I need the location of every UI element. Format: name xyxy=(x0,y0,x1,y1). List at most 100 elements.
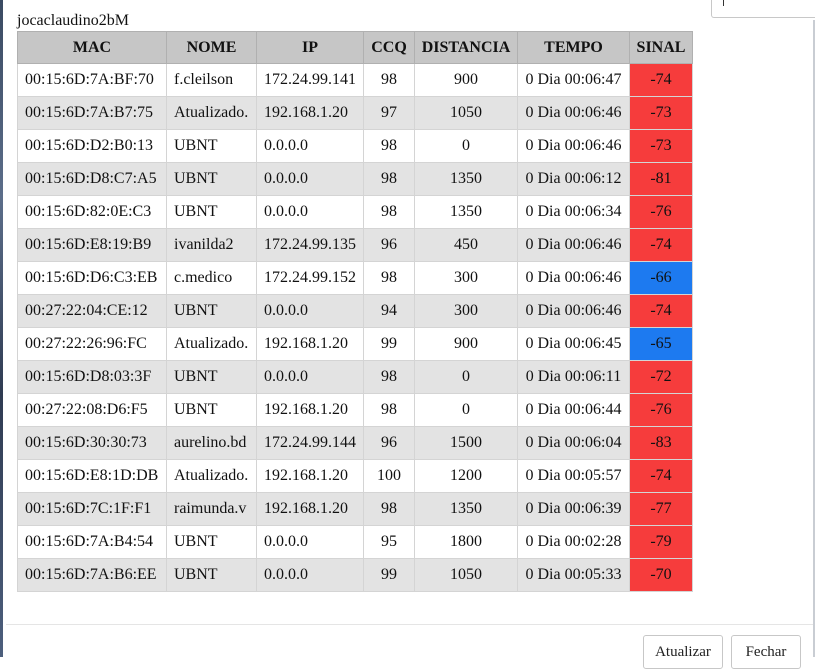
background-page-edge xyxy=(0,0,3,657)
cell-tempo: 0 Dia 00:06:45 xyxy=(517,327,630,361)
header-distancia[interactable]: DISTANCIA xyxy=(414,31,518,64)
table-row[interactable]: 00:15:6D:E8:19:B9 ivanilda2 172.24.99.135 9… xyxy=(17,228,693,262)
cell-sinal: -74 xyxy=(629,294,693,328)
cell-tempo: 0 Dia 00:06:47 xyxy=(517,63,630,97)
table-row[interactable]: 00:15:6D:7A:B7:75 Atualizado. 192.168.1.20… xyxy=(17,96,693,130)
table-row[interactable]: 00:15:6D:D8:03:3F UBNT 0.0.0.0 98 0 0 Dia 00:… xyxy=(17,360,693,394)
cell-tempo: 0 Dia 00:06:44 xyxy=(517,393,630,427)
cell-mac: 00:27:22:26:96:FC xyxy=(17,327,167,361)
cell-sinal: -74 xyxy=(629,63,693,97)
cell-distancia: 300 xyxy=(414,294,518,328)
cell-ip: 0.0.0.0 xyxy=(256,195,364,229)
cell-mac: 00:15:6D:E8:1D:DB xyxy=(17,459,167,493)
cell-ip: 172.24.99.141 xyxy=(256,63,364,97)
cell-mac: 00:15:6D:82:0E:C3 xyxy=(17,195,167,229)
cell-sinal: -66 xyxy=(629,261,693,295)
cell-ip: 0.0.0.0 xyxy=(256,129,364,163)
text-caret xyxy=(723,0,724,6)
cell-ip: 172.24.99.144 xyxy=(256,426,364,460)
cell-distancia: 1350 xyxy=(414,195,518,229)
cell-ccq: 98 xyxy=(363,129,415,163)
cell-mac: 00:15:6D:7A:B6:EE xyxy=(17,558,167,592)
cell-ccq: 95 xyxy=(363,525,415,559)
cell-tempo: 0 Dia 00:06:46 xyxy=(517,129,630,163)
refresh-button[interactable]: Atualizar xyxy=(643,635,723,669)
cell-ip: 172.24.99.135 xyxy=(256,228,364,262)
cell-sinal: -70 xyxy=(629,558,693,592)
table-row[interactable]: 00:15:6D:82:0E:C3 UBNT 0.0.0.0 98 1350 0 Dia … xyxy=(17,195,693,229)
cell-ccq: 99 xyxy=(363,558,415,592)
cell-tempo: 0 Dia 00:05:57 xyxy=(517,459,630,493)
table-row[interactable]: 00:15:6D:E8:1D:DB Atualizado. 192.168.1.20… xyxy=(17,459,693,493)
cell-tempo: 0 Dia 00:02:28 xyxy=(517,525,630,559)
cell-distancia: 1350 xyxy=(414,492,518,526)
cell-mac: 00:15:6D:7A:B4:54 xyxy=(17,525,167,559)
cell-nome: UBNT xyxy=(166,360,257,394)
cell-ip: 0.0.0.0 xyxy=(256,360,364,394)
cell-sinal: -76 xyxy=(629,393,693,427)
cell-mac: 00:15:6D:D8:03:3F xyxy=(17,360,167,394)
signal-dialog: jocaclaudino2bM MAC NOME IP CCQ DISTANCI… xyxy=(3,0,815,669)
cell-nome: UBNT xyxy=(166,195,257,229)
table-row[interactable]: 00:15:6D:D2:B0:13 UBNT 0.0.0.0 98 0 0 Dia 00:… xyxy=(17,129,693,163)
cell-mac: 00:15:6D:D8:C7:A5 xyxy=(17,162,167,196)
cell-tempo: 0 Dia 00:06:46 xyxy=(517,261,630,295)
header-ip[interactable]: IP xyxy=(256,31,364,64)
cell-ccq: 98 xyxy=(363,195,415,229)
cell-mac: 00:27:22:08:D6:F5 xyxy=(17,393,167,427)
header-mac[interactable]: MAC xyxy=(17,31,167,64)
header-sinal[interactable]: SINAL xyxy=(629,31,693,64)
cell-tempo: 0 Dia 00:06:34 xyxy=(517,195,630,229)
table-row[interactable]: 00:15:6D:7A:B6:EE UBNT 0.0.0.0 99 1050 0 Dia … xyxy=(17,558,693,592)
cell-nome: UBNT xyxy=(166,525,257,559)
cell-ccq: 96 xyxy=(363,426,415,460)
cell-distancia: 1800 xyxy=(414,525,518,559)
cell-mac: 00:15:6D:D6:C3:EB xyxy=(17,261,167,295)
header-ccq[interactable]: CCQ xyxy=(363,31,415,64)
header-nome[interactable]: NOME xyxy=(166,31,257,64)
close-button[interactable]: Fechar xyxy=(731,635,801,669)
cell-sinal: -73 xyxy=(629,96,693,130)
cell-ccq: 96 xyxy=(363,228,415,262)
cell-ip: 0.0.0.0 xyxy=(256,558,364,592)
cell-ccq: 94 xyxy=(363,294,415,328)
table-row[interactable]: 00:15:6D:7C:1F:F1 raimunda.v 192.168.1.20 9… xyxy=(17,492,693,526)
table-header-row: MAC NOME IP CCQ DISTANCIA TEMPO SINAL xyxy=(17,31,693,64)
cell-sinal: -74 xyxy=(629,228,693,262)
cell-ccq: 98 xyxy=(363,393,415,427)
table-row[interactable]: 00:15:6D:D8:C7:A5 UBNT 0.0.0.0 98 1350 0 Dia … xyxy=(17,162,693,196)
cell-mac: 00:15:6D:7C:1F:F1 xyxy=(17,492,167,526)
table-row[interactable]: 00:27:22:26:96:FC Atualizado. 192.168.1.20… xyxy=(17,327,693,361)
table-row[interactable]: 00:15:6D:7A:B4:54 UBNT 0.0.0.0 95 1800 0 Dia … xyxy=(17,525,693,559)
table-row[interactable]: 00:15:6D:7A:BF:70 f.cleilson 172.24.99.141… xyxy=(17,63,693,97)
cell-nome: aurelino.bd xyxy=(166,426,257,460)
cell-tempo: 0 Dia 00:06:46 xyxy=(517,96,630,130)
cell-ip: 0.0.0.0 xyxy=(256,294,364,328)
table-row[interactable]: 00:27:22:08:D6:F5 UBNT 192.168.1.20 98 0 0 Di… xyxy=(17,393,693,427)
cell-tempo: 0 Dia 00:06:12 xyxy=(517,162,630,196)
cell-distancia: 300 xyxy=(414,261,518,295)
table-body: 00:15:6D:7A:BF:70 f.cleilson 172.24.99.141… xyxy=(17,63,693,592)
header-tempo[interactable]: TEMPO xyxy=(517,31,630,64)
table-row[interactable]: 00:15:6D:D6:C3:EB c.medico 172.24.99.152 98… xyxy=(17,261,693,295)
cell-sinal: -73 xyxy=(629,129,693,163)
cell-nome: c.medico xyxy=(166,261,257,295)
cell-nome: Atualizado. xyxy=(166,459,257,493)
cell-mac: 00:15:6D:7A:B7:75 xyxy=(17,96,167,130)
cell-sinal: -76 xyxy=(629,195,693,229)
cell-ip: 172.24.99.152 xyxy=(256,261,364,295)
table-row[interactable]: 00:15:6D:30:30:73 aurelino.bd 172.24.99.14… xyxy=(17,426,693,460)
background-scroll-edge xyxy=(813,20,815,657)
table-row[interactable]: 00:27:22:04:CE:12 UBNT 0.0.0.0 94 300 0 Dia 0… xyxy=(17,294,693,328)
cell-distancia: 450 xyxy=(414,228,518,262)
cell-nome: f.cleilson xyxy=(166,63,257,97)
cell-nome: UBNT xyxy=(166,558,257,592)
cell-tempo: 0 Dia 00:05:33 xyxy=(517,558,630,592)
cell-distancia: 1200 xyxy=(414,459,518,493)
cell-mac: 00:15:6D:D2:B0:13 xyxy=(17,129,167,163)
cell-tempo: 0 Dia 00:06:04 xyxy=(517,426,630,460)
cell-distancia: 900 xyxy=(414,63,518,97)
cell-distancia: 900 xyxy=(414,327,518,361)
cell-ccq: 99 xyxy=(363,327,415,361)
search-input[interactable] xyxy=(711,0,815,18)
